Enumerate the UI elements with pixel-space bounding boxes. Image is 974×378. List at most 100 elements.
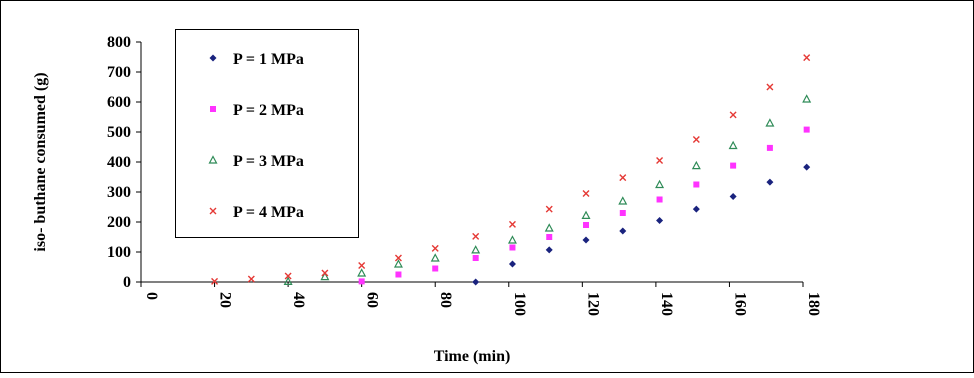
data-point xyxy=(656,157,664,164)
data-point xyxy=(656,217,664,224)
legend: P = 1 MPa P = 2 MPa P = 3 MPa P = 4 MPa xyxy=(175,29,359,238)
data-point xyxy=(619,210,626,216)
series-4 xyxy=(211,54,811,285)
y-tick-label: 400 xyxy=(107,154,131,171)
y-tick-label: 300 xyxy=(107,184,131,201)
data-point xyxy=(472,255,479,261)
data-point xyxy=(284,272,292,280)
data-point xyxy=(802,94,812,103)
x-tick-label: 140 xyxy=(658,292,675,316)
data-point xyxy=(656,196,663,203)
data-point xyxy=(582,190,590,197)
y-tick-label: 100 xyxy=(107,244,131,261)
y-tick-label: 500 xyxy=(107,124,131,141)
data-point xyxy=(766,144,773,151)
y-tick-label: 700 xyxy=(107,64,131,81)
data-point xyxy=(430,253,440,262)
data-point xyxy=(357,268,367,277)
data-point xyxy=(691,160,701,170)
data-point xyxy=(729,111,737,119)
data-points xyxy=(211,54,812,286)
x-tick-label: 100 xyxy=(511,292,528,316)
legend-marker xyxy=(210,106,216,112)
x-tick-label: 60 xyxy=(364,292,381,308)
x-tick-label: 160 xyxy=(731,292,748,316)
legend-item: P = 3 MPa xyxy=(208,153,304,170)
series-2 xyxy=(358,126,810,285)
data-point xyxy=(803,126,810,133)
x-tick-label: 180 xyxy=(805,292,822,316)
data-point xyxy=(283,276,293,285)
data-point xyxy=(692,205,700,213)
series-1 xyxy=(472,163,811,286)
y-tick-label: 200 xyxy=(107,214,131,231)
legend-item: P = 2 MPa xyxy=(210,102,304,119)
y-tick-label: 600 xyxy=(107,94,131,111)
data-point xyxy=(211,277,219,285)
y-tick-label: 800 xyxy=(107,34,131,51)
data-point xyxy=(766,178,774,186)
y-tick-label: 0 xyxy=(123,274,131,291)
data-point xyxy=(618,196,628,205)
data-point xyxy=(320,271,330,281)
data-point xyxy=(545,246,553,254)
data-point xyxy=(394,254,402,262)
data-point xyxy=(509,244,516,251)
data-point xyxy=(692,136,700,143)
data-point xyxy=(619,227,627,235)
data-point xyxy=(582,236,590,244)
series-3 xyxy=(283,94,812,285)
x-tick-label: 0 xyxy=(143,292,160,300)
data-point xyxy=(507,235,517,244)
data-point xyxy=(321,269,329,277)
data-point xyxy=(729,193,737,200)
data-point xyxy=(472,232,480,240)
data-point xyxy=(358,278,365,285)
data-point xyxy=(583,222,590,228)
legend-box xyxy=(175,29,359,238)
legend-marker xyxy=(209,54,217,62)
data-point xyxy=(471,245,481,254)
data-point xyxy=(508,220,516,228)
legend-marker xyxy=(209,207,217,215)
data-point xyxy=(546,234,553,240)
x-ticks: 0 20 40 60 80 100 120 140 160 180 xyxy=(140,282,822,316)
legend-item: P = 1 MPa xyxy=(209,51,304,68)
data-point xyxy=(728,140,738,150)
data-point xyxy=(766,83,774,91)
x-axis-label: Time (min) xyxy=(434,348,511,365)
data-point xyxy=(765,118,775,127)
data-point xyxy=(803,54,811,62)
data-point xyxy=(544,223,554,232)
x-tick-label: 80 xyxy=(437,292,454,308)
legend-label: P = 1 MPa xyxy=(233,51,304,68)
data-point xyxy=(395,271,402,278)
data-point xyxy=(693,181,700,188)
y-axis-label: iso- buthane consumed (g) xyxy=(32,72,49,251)
data-point xyxy=(247,275,255,283)
data-point xyxy=(358,262,366,269)
y-ticks: 0 100 200 300 400 500 600 700 800 xyxy=(107,34,141,291)
legend-label: P = 3 MPa xyxy=(233,153,304,170)
data-point xyxy=(730,162,737,169)
data-point xyxy=(508,260,516,268)
data-point xyxy=(431,244,439,252)
x-tick-label: 40 xyxy=(290,292,307,308)
data-point xyxy=(432,265,439,272)
data-point xyxy=(545,205,553,213)
legend-label: P = 4 MPa xyxy=(233,204,304,221)
x-tick-label: 120 xyxy=(584,292,601,316)
data-point xyxy=(803,163,811,171)
legend-marker xyxy=(208,155,218,164)
data-point xyxy=(472,278,480,286)
data-point xyxy=(581,210,591,219)
x-tick-label: 20 xyxy=(217,292,234,308)
legend-items: P = 1 MPa P = 2 MPa P = 3 MPa P = 4 MPa xyxy=(208,51,304,221)
legend-item: P = 4 MPa xyxy=(209,204,304,221)
data-point xyxy=(393,259,403,268)
legend-label: P = 2 MPa xyxy=(233,102,304,119)
data-point xyxy=(619,174,627,182)
